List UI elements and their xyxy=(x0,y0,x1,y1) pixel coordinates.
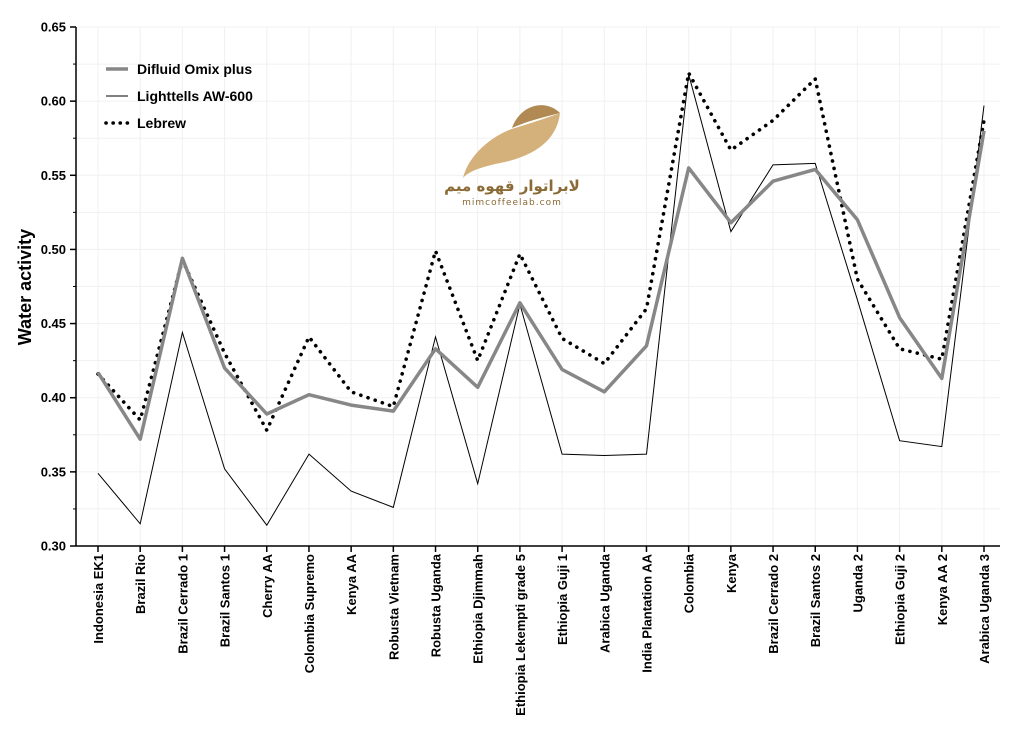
y-axis-title: Water activity xyxy=(15,229,35,345)
x-tick-label: Brazil Cerrado 2 xyxy=(766,554,781,654)
logo-leaf-dark xyxy=(512,105,560,128)
x-axis-ticks: Indonesia EK1 Brazil Rio Brazil Cerrado 1 B… xyxy=(91,546,992,716)
x-tick-label: Brazil Cerrado 1 xyxy=(175,554,190,654)
x-tick-label: Indonesia EK1 xyxy=(91,554,106,644)
legend: Difluid Omix plus Lighttells AW-600 Lebrew xyxy=(104,61,253,131)
x-tick-label: Arabica Uganda xyxy=(597,553,612,653)
x-tick-label: Kenya AA xyxy=(344,553,359,615)
x-tick-label: Brazil Santos 1 xyxy=(218,554,233,647)
x-tick-label: Brazil Santos 2 xyxy=(808,554,823,647)
logo-leaf-gold xyxy=(463,113,560,178)
series-line-lighttells-aw-600 xyxy=(97,74,985,527)
x-tick-label: Ethiopia Guji 1 xyxy=(555,554,570,645)
x-tick-label: India Plantation AA xyxy=(639,553,654,672)
y-axis-ticks: 0.30 0.35 0.40 0.45 0.50 0.55 0.60 0.65 xyxy=(41,20,76,554)
legend-label: Difluid Omix plus xyxy=(137,61,252,77)
x-tick-label: Colombia xyxy=(682,553,697,613)
x-tick-label: Brazil Rio xyxy=(133,554,148,614)
y-tick-label: 0.40 xyxy=(41,390,66,405)
y-tick-label: 0.65 xyxy=(41,20,66,35)
x-tick-label: Uganda 2 xyxy=(850,554,865,613)
y-tick-label: 0.30 xyxy=(41,539,66,554)
y-tick-label: 0.50 xyxy=(41,242,66,257)
series-lines xyxy=(96,71,986,527)
y-tick-label: 0.60 xyxy=(41,94,66,109)
y-tick-label: 0.45 xyxy=(41,316,66,331)
x-tick-label: Cherry AA xyxy=(260,553,275,617)
x-tick-label: Kenya xyxy=(724,553,739,593)
legend-label: Lighttells AW-600 xyxy=(137,88,253,104)
series-line-difluid-omix-plus xyxy=(96,130,986,441)
y-tick-label: 0.35 xyxy=(41,464,66,479)
logo-text-persian: لابراتوار قهوه میم xyxy=(444,177,580,195)
x-tick-label: Robusta Vietnam xyxy=(386,554,401,660)
x-tick-label: Arabica Uganda 3 xyxy=(977,554,992,664)
x-tick-label: Robusta Uganda xyxy=(429,553,444,657)
logo-text-domain: mimcoffeelab.com xyxy=(462,198,562,208)
x-tick-label: Ethiopia Lekempti grade 5 xyxy=(513,554,528,716)
x-tick-label: Colombia Supremo xyxy=(302,554,317,673)
legend-label: Lebrew xyxy=(137,115,186,131)
x-tick-label: Ethiopia Djimmah xyxy=(471,554,486,664)
x-tick-label: Ethiopia Guji 2 xyxy=(893,554,908,645)
y-tick-label: 0.55 xyxy=(41,168,66,183)
logo: لابراتوار قهوه میم mimcoffeelab.com xyxy=(444,105,580,208)
x-tick-label: Kenya AA 2 xyxy=(935,554,950,625)
